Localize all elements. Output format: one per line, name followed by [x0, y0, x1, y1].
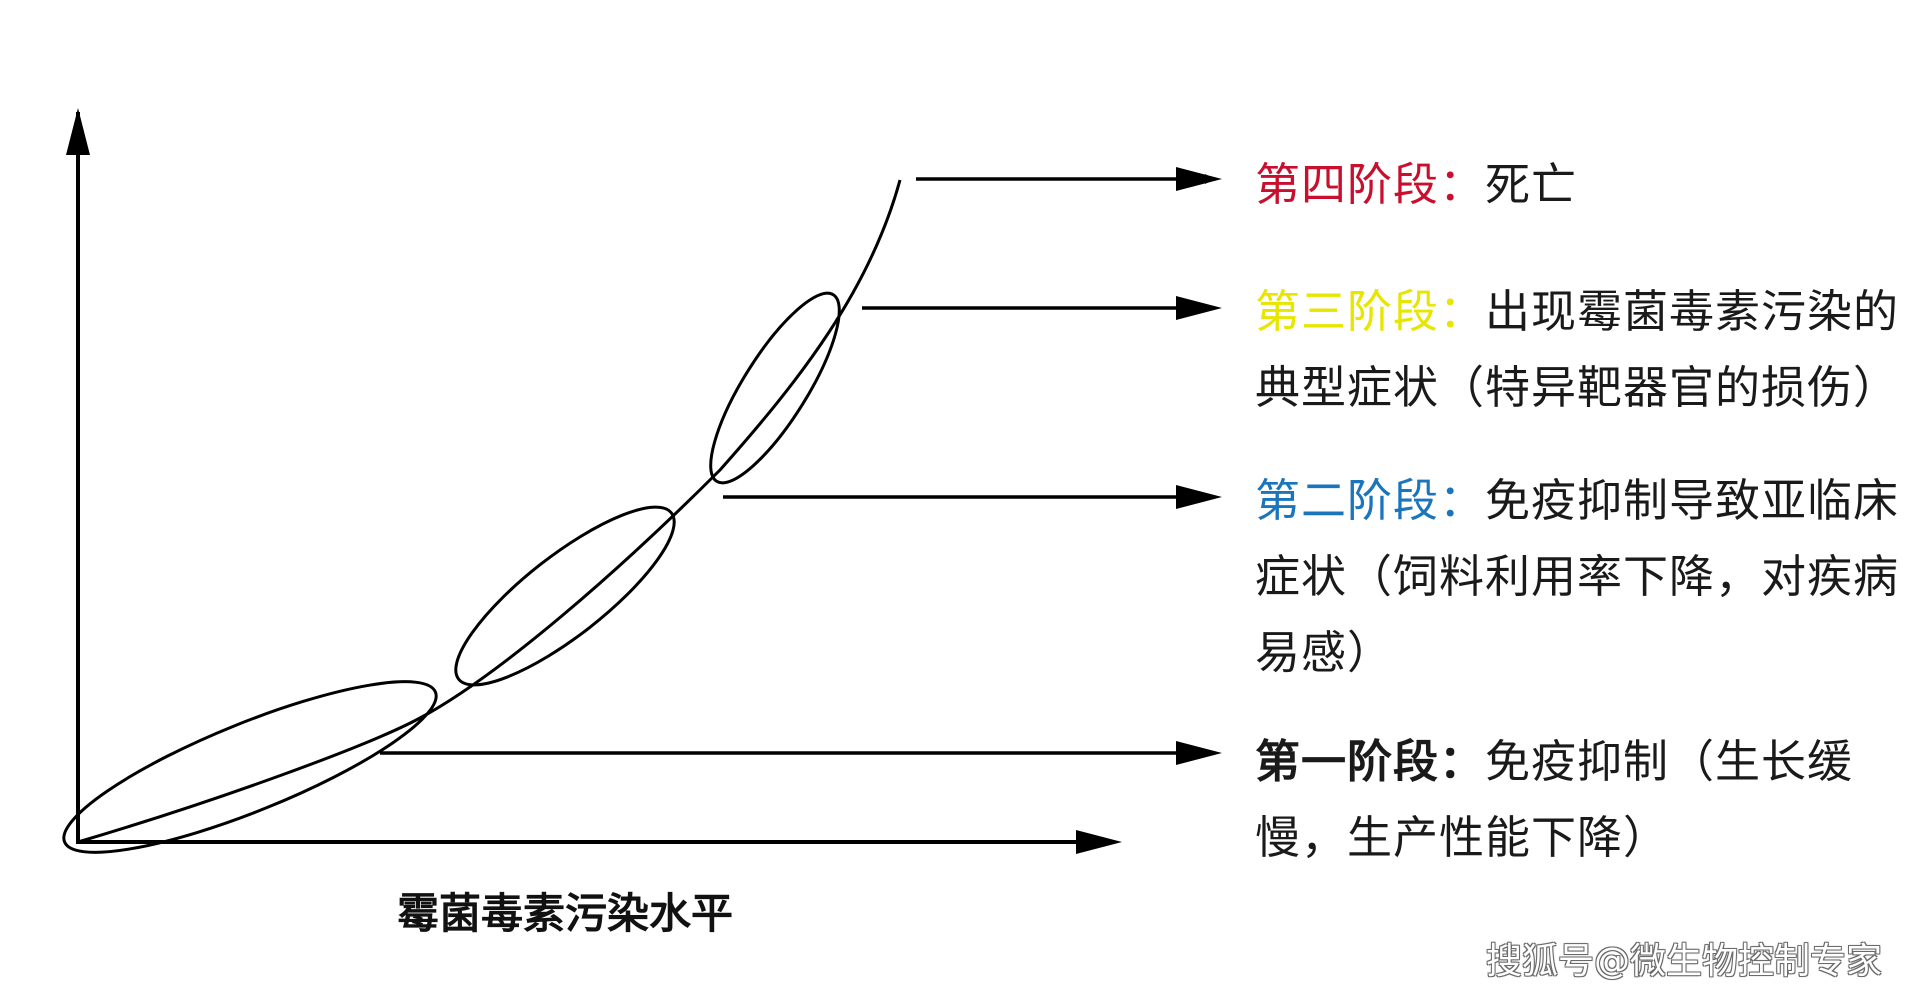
stage4-arrowhead — [1176, 167, 1222, 191]
stage3-ellipse — [709, 291, 841, 485]
stage2-label: 第二阶段： — [1255, 474, 1486, 527]
stage3-description: 第三阶段：出现霉菌毒素污染的典型症状（特异靶器官的损伤） — [1255, 274, 1915, 426]
stage1-text: 免疫抑制（生长缓慢，生产性能下降） — [1255, 735, 1854, 864]
stage2-arrowhead — [1176, 485, 1222, 509]
stage2-ellipse — [454, 505, 676, 687]
stage3-text: 出现霉菌毒素污染的典型症状（特异靶器官的损伤） — [1255, 285, 1900, 414]
progression-curve — [77, 179, 902, 844]
stage4-label: 第四阶段： — [1255, 158, 1486, 211]
stage3-arrowhead — [1176, 296, 1222, 320]
stage2-text: 免疫抑制导致亚临床症状（饲料利用率下降，对疾病易感） — [1255, 474, 1900, 679]
stage1-label: 第一阶段： — [1255, 735, 1486, 788]
x-axis-arrowhead — [1076, 830, 1122, 854]
stage2-description: 第二阶段：免疫抑制导致亚临床症状（饲料利用率下降，对疾病易感） — [1255, 463, 1915, 691]
stage3-label: 第三阶段： — [1255, 285, 1486, 338]
stage1-ellipse — [62, 680, 438, 854]
stage4-description: 第四阶段：死亡 — [1255, 147, 1915, 223]
stage1-arrowhead — [1176, 741, 1222, 765]
y-axis-arrowhead — [66, 108, 90, 155]
stage1-description: 第一阶段：免疫抑制（生长缓慢，生产性能下降） — [1255, 724, 1915, 876]
stage4-text: 死亡 — [1485, 158, 1578, 211]
watermark: 搜狐号@微生物控制专家 — [1485, 941, 1882, 982]
x-axis-label: 霉菌毒素污染水平 — [396, 889, 733, 938]
